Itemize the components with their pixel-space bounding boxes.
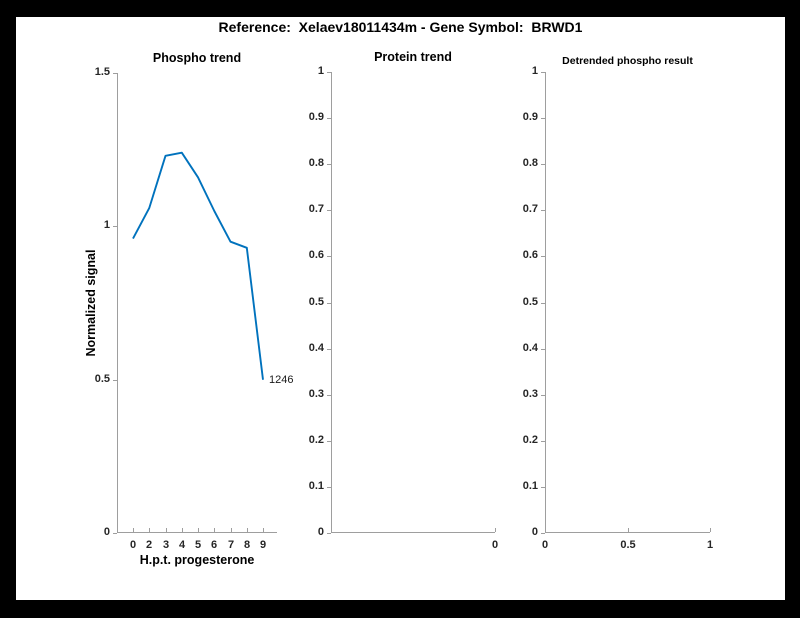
y-tick-detrended [541, 210, 545, 211]
y-tick-detrended [541, 72, 545, 73]
y-tick-protein [327, 256, 331, 257]
x-tick-label: 0 [491, 539, 499, 551]
y-tick-protein [327, 118, 331, 119]
y-tick-label: 0.7 [522, 203, 538, 215]
y-tick-label: 0.4 [308, 342, 324, 354]
x-tick-label: 4 [178, 539, 186, 551]
y-tick-label: 0.6 [522, 249, 538, 261]
y-tick-phospho [113, 380, 117, 381]
y-tick-protein [327, 533, 331, 534]
x-axis-label-phospho: H.p.t. progesterone [139, 553, 255, 567]
x-tick-label: 3 [162, 539, 170, 551]
trend-line-phospho [132, 151, 264, 380]
trend-line-svg-phospho [132, 151, 264, 380]
y-tick-detrended [541, 533, 545, 534]
x-tick-detrended [710, 528, 711, 532]
x-tick-label: 9 [259, 539, 267, 551]
subplot-title-protein: Protein trend [374, 50, 452, 64]
y-tick-label: 0.9 [308, 111, 324, 123]
y-tick-detrended [541, 441, 545, 442]
y-tick-label: 1 [103, 219, 110, 231]
y-tick-label: 1 [531, 65, 538, 77]
y-tick-label: 0 [531, 526, 538, 538]
y-tick-label: 0.8 [308, 157, 324, 169]
subplot-title-phospho: Phospho trend [152, 51, 242, 65]
x-tick-label: 1 [706, 539, 714, 551]
y-tick-protein [327, 303, 331, 304]
x-tick-phospho [149, 528, 150, 532]
y-tick-label: 0.1 [522, 480, 538, 492]
y-tick-detrended [541, 487, 545, 488]
y-tick-detrended [541, 303, 545, 304]
x-tick-phospho [166, 528, 167, 532]
subplot-title-detrended: Detrended phospho result [562, 55, 693, 67]
y-tick-label: 0.2 [308, 434, 324, 446]
figure-canvas [16, 17, 785, 600]
plot-area-phospho [117, 73, 277, 533]
x-tick-label: 0.5 [620, 539, 636, 551]
y-tick-detrended [541, 349, 545, 350]
y-tick-label: 0.5 [308, 296, 324, 308]
x-tick-label: 2 [145, 539, 153, 551]
x-tick-label: 0 [541, 539, 549, 551]
y-tick-protein [327, 72, 331, 73]
x-tick-phospho [182, 528, 183, 532]
y-tick-detrended [541, 118, 545, 119]
y-tick-protein [327, 487, 331, 488]
y-tick-phospho [113, 533, 117, 534]
x-tick-label: 7 [227, 539, 235, 551]
y-tick-phospho [113, 73, 117, 74]
x-tick-phospho [214, 528, 215, 532]
plot-area-detrended [545, 72, 710, 533]
plot-area-protein [331, 72, 495, 533]
x-tick-label: 5 [194, 539, 202, 551]
y-tick-label: 0.7 [308, 203, 324, 215]
y-tick-label: 0 [103, 526, 110, 538]
y-tick-phospho [113, 226, 117, 227]
y-axis-label-phospho: Normalized signal [84, 249, 98, 357]
y-tick-label: 0.5 [94, 373, 110, 385]
x-tick-protein [495, 528, 496, 532]
y-tick-label: 0.4 [522, 342, 538, 354]
x-tick-label: 0 [129, 539, 137, 551]
x-tick-label: 8 [243, 539, 251, 551]
y-tick-label: 0.6 [308, 249, 324, 261]
y-tick-protein [327, 164, 331, 165]
x-tick-detrended [545, 528, 546, 532]
x-tick-detrended [628, 528, 629, 532]
y-tick-label: 1.5 [94, 66, 110, 78]
y-tick-protein [327, 441, 331, 442]
y-tick-label: 0.8 [522, 157, 538, 169]
y-tick-label: 0.1 [308, 480, 324, 492]
y-tick-label: 0.3 [522, 388, 538, 400]
x-tick-label: 6 [210, 539, 218, 551]
x-tick-phospho [198, 528, 199, 532]
y-tick-detrended [541, 164, 545, 165]
y-tick-label: 0.5 [522, 296, 538, 308]
y-tick-label: 0.9 [522, 111, 538, 123]
x-tick-phospho [133, 528, 134, 532]
x-tick-phospho [263, 528, 264, 532]
y-tick-label: 1 [317, 65, 324, 77]
x-tick-phospho [231, 528, 232, 532]
y-tick-label: 0.3 [308, 388, 324, 400]
y-tick-protein [327, 210, 331, 211]
y-tick-protein [327, 349, 331, 350]
y-tick-label: 0.2 [522, 434, 538, 446]
y-tick-protein [327, 395, 331, 396]
y-tick-detrended [541, 256, 545, 257]
y-tick-detrended [541, 395, 545, 396]
x-tick-phospho [247, 528, 248, 532]
y-tick-label: 0 [317, 526, 324, 538]
figure-title: Reference: Xelaev18011434m - Gene Symbol… [218, 19, 583, 35]
line-end-label: 1246 [269, 373, 294, 386]
